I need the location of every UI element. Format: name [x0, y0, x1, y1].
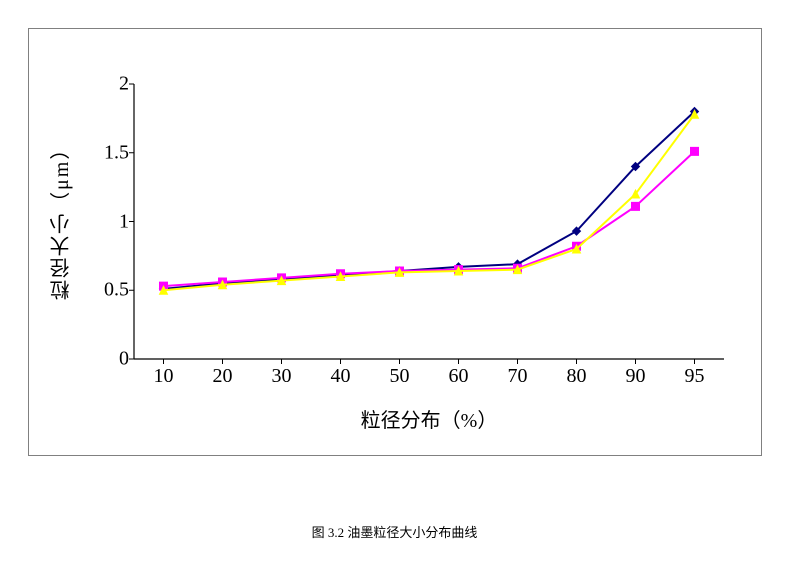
chart-svg: [134, 84, 724, 359]
x-tick-label: 60: [439, 365, 479, 388]
chart-container: 粒径大小（μm） 粒径分布（%） 0 0.5 1 1.5 2 10 20 30 40 50 60 7…: [28, 28, 762, 456]
y-tick-label: 2: [79, 73, 129, 96]
y-tick-label: 1: [79, 210, 129, 233]
x-tick-label: 30: [262, 365, 302, 388]
x-tick-label: 50: [380, 365, 420, 388]
y-tick-label: 0: [79, 348, 129, 371]
x-tick-label: 40: [321, 365, 361, 388]
figure-caption: 图 3.2 油墨粒径大小分布曲线: [0, 522, 789, 541]
x-tick-label: 20: [203, 365, 243, 388]
page: 粒径大小（μm） 粒径分布（%） 0 0.5 1 1.5 2 10 20 30 40 50 60 7…: [0, 0, 789, 574]
x-axis-label: 粒径分布（%）: [134, 404, 724, 433]
x-tick-label: 70: [498, 365, 538, 388]
x-tick-label: 95: [675, 365, 715, 388]
x-tick-label: 90: [616, 365, 656, 388]
y-tick-label: 1.5: [79, 141, 129, 164]
y-axis-label: 粒径大小（μm）: [47, 119, 67, 319]
y-tick-label: 0.5: [79, 279, 129, 302]
plot-area: [134, 84, 724, 359]
x-tick-label: 10: [144, 365, 184, 388]
x-tick-label: 80: [557, 365, 597, 388]
